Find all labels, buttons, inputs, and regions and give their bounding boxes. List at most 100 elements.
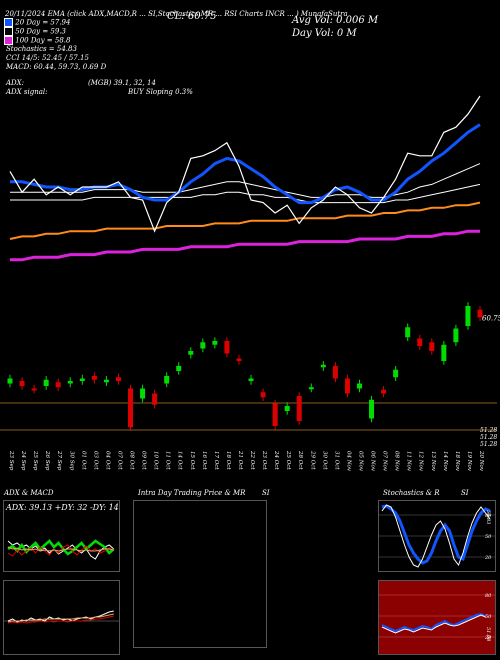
date-tick: 23 Oct <box>261 450 267 470</box>
ma20-swatch <box>4 18 13 27</box>
date-tick: 31 Oct <box>333 451 339 470</box>
adx-series <box>7 540 115 560</box>
date-tick: 23 Sep <box>8 450 14 471</box>
intraday-panel <box>133 500 267 648</box>
rsi-tick: 80 <box>485 593 492 599</box>
candle-body <box>320 364 326 368</box>
low-label: 51.28 <box>480 441 497 448</box>
adx-plot <box>7 539 115 560</box>
candle-body <box>79 378 85 381</box>
stoch-tick: 20 <box>484 555 492 561</box>
stoch-right-label: 54.83 <box>485 510 491 524</box>
date-tick: 05 Nov <box>357 451 363 472</box>
price-scale-label: 60.75 <box>482 314 500 322</box>
date-tick: 24 Sep <box>20 450 26 471</box>
date-tick: 12 Nov <box>418 451 424 472</box>
ma100-swatch <box>4 36 13 45</box>
day-vol-label: Day Vol: 0 M <box>292 28 357 39</box>
ma100-text: 100 Day = 58.8 <box>15 36 71 45</box>
date-tick: 20 Nov <box>478 450 484 472</box>
candle-body <box>176 366 182 371</box>
date-tick: 21 Oct <box>237 450 243 470</box>
buy-signal-label: BUY Sloping 0.3% <box>128 88 193 96</box>
date-tick: 19 Nov <box>466 451 472 472</box>
adx-readout: ADX: 39.13 +DY: 32 -DY: 14 <box>6 503 119 512</box>
date-tick: 16 Oct <box>201 451 207 470</box>
ma20-label: 20 Day = 57.94 <box>4 18 70 27</box>
adx-series <box>7 546 114 552</box>
date-tick: 30 Sep <box>68 451 74 471</box>
line-ema50 <box>10 163 481 198</box>
date-tick: 04 Nov <box>345 451 351 472</box>
candle-body <box>140 388 146 399</box>
date-tick: 08 Oct <box>129 451 135 470</box>
adx-panel-title: ADX & MACD <box>4 489 54 497</box>
date-tick: 11 Nov <box>406 451 412 472</box>
candle-body <box>19 381 25 386</box>
candle-body <box>152 393 158 405</box>
candle-body <box>7 378 13 384</box>
candle-body <box>260 392 266 398</box>
date-tick: 14 Nov <box>442 451 448 472</box>
candle-body <box>284 406 290 411</box>
date-tick: 14 Oct <box>177 451 183 470</box>
stoch-series <box>381 504 491 568</box>
date-tick: 28 Oct <box>297 450 303 470</box>
candle-body <box>381 389 387 394</box>
date-tick: 26 Sep <box>44 450 50 471</box>
stoch-si-label: SI <box>461 489 469 497</box>
close-price-label: CL: 60.75 <box>167 11 217 22</box>
rsi-panel: 80 50 20 51.08 <box>378 580 496 655</box>
candle-body <box>224 341 230 354</box>
candle-body <box>344 378 350 394</box>
candle-body <box>332 366 338 379</box>
adx-label: ADX: <box>6 79 25 87</box>
candle-body <box>43 379 49 386</box>
stochastics-plot: 80 50 20 54.83 <box>379 504 495 568</box>
candle-body <box>164 376 170 384</box>
adx-values-label: (MGB) 39.1, 32, 14 <box>88 79 156 87</box>
candle-body <box>356 383 362 389</box>
date-tick: 09 Oct <box>141 451 147 470</box>
intraday-si-label: SI <box>262 489 270 497</box>
candle-body <box>236 358 242 361</box>
stoch-detail-label: CCI 14/5: 52.45 / 57.15 <box>6 54 89 62</box>
stoch-tick: 50 <box>485 534 492 540</box>
ma50-text: 50 Day = 59.3 <box>15 27 67 36</box>
candle-body <box>67 381 73 384</box>
stoch-series <box>381 504 491 565</box>
avg-vol-label: Avg Vol: 0.006 M <box>292 15 379 26</box>
low-label: 51.28 <box>480 434 497 441</box>
date-tick: 11 Oct <box>165 451 171 470</box>
date-tick: 06 Nov <box>370 451 376 472</box>
date-tick: 13 Nov <box>430 451 436 472</box>
ma20-text: 20 Day = 57.94 <box>15 18 71 27</box>
rsi-tick: 20 <box>484 635 492 641</box>
adx-series <box>7 539 115 556</box>
candle-body <box>453 328 459 343</box>
candle-body <box>429 342 435 351</box>
candle-body <box>393 369 399 378</box>
candle-body <box>369 399 375 419</box>
date-tick: 07 Nov <box>382 451 388 472</box>
stochastics-panel: 80 50 20 54.83 <box>378 500 496 572</box>
date-tick: 30 Oct <box>321 451 327 470</box>
rsi-right-label: 51.08 <box>485 627 491 641</box>
date-tick: 15 Oct <box>189 451 195 470</box>
stochastics-label: Stochastics = 54.83 <box>6 45 77 53</box>
stoch-panel-title: Stochastics & R <box>383 489 440 497</box>
date-tick: 03 Oct <box>92 451 98 470</box>
macd-plot <box>4 610 119 624</box>
rsi-series <box>381 612 486 633</box>
candle-body <box>115 377 121 381</box>
line-ema300 <box>10 229 480 262</box>
date-tick: 25 Oct <box>285 450 291 470</box>
macd-label: MACD: 60.44, 59.73, 0.69 D <box>6 63 107 71</box>
macd-series <box>7 615 114 624</box>
date-tick: 22 Oct <box>249 450 255 470</box>
candle-body <box>212 341 218 345</box>
date-tick: 18 Oct <box>225 451 231 470</box>
ma100-label: 100 Day = 58.8 <box>4 36 70 45</box>
